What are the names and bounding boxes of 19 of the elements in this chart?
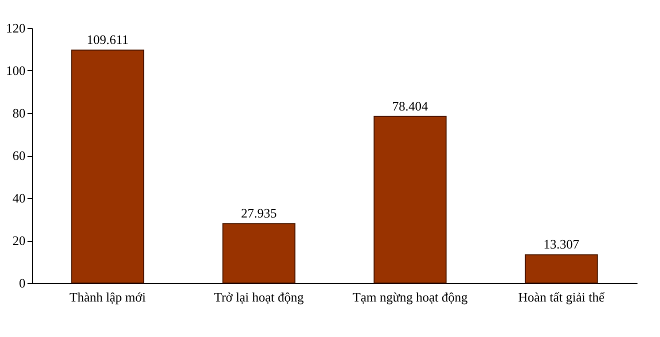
y-tick-label: 20 <box>12 233 26 248</box>
x-tick-label: Thành lập mới <box>70 290 146 304</box>
bar <box>524 254 598 284</box>
bar <box>222 223 296 284</box>
y-tick-label: 0 <box>19 276 26 290</box>
x-tick-label: Trở lại hoạt động <box>214 290 304 304</box>
y-tick-label: 60 <box>12 148 26 163</box>
bar <box>374 116 447 284</box>
data-label: 27.935 <box>241 206 277 221</box>
bar <box>71 50 144 284</box>
data-label: 109.611 <box>86 32 129 48</box>
y-tick-label: 120 <box>6 20 26 36</box>
y-tick-label: 40 <box>12 190 26 206</box>
y-tick-label: 80 <box>12 106 26 120</box>
x-tick-label: Hoàn tất giải thể <box>518 290 605 304</box>
x-tick-label: Tạm ngừng hoạt động <box>352 290 468 304</box>
data-label: 78.404 <box>392 98 428 114</box>
data-label: 13.307 <box>544 236 580 252</box>
y-tick-label: 100 <box>6 63 26 78</box>
